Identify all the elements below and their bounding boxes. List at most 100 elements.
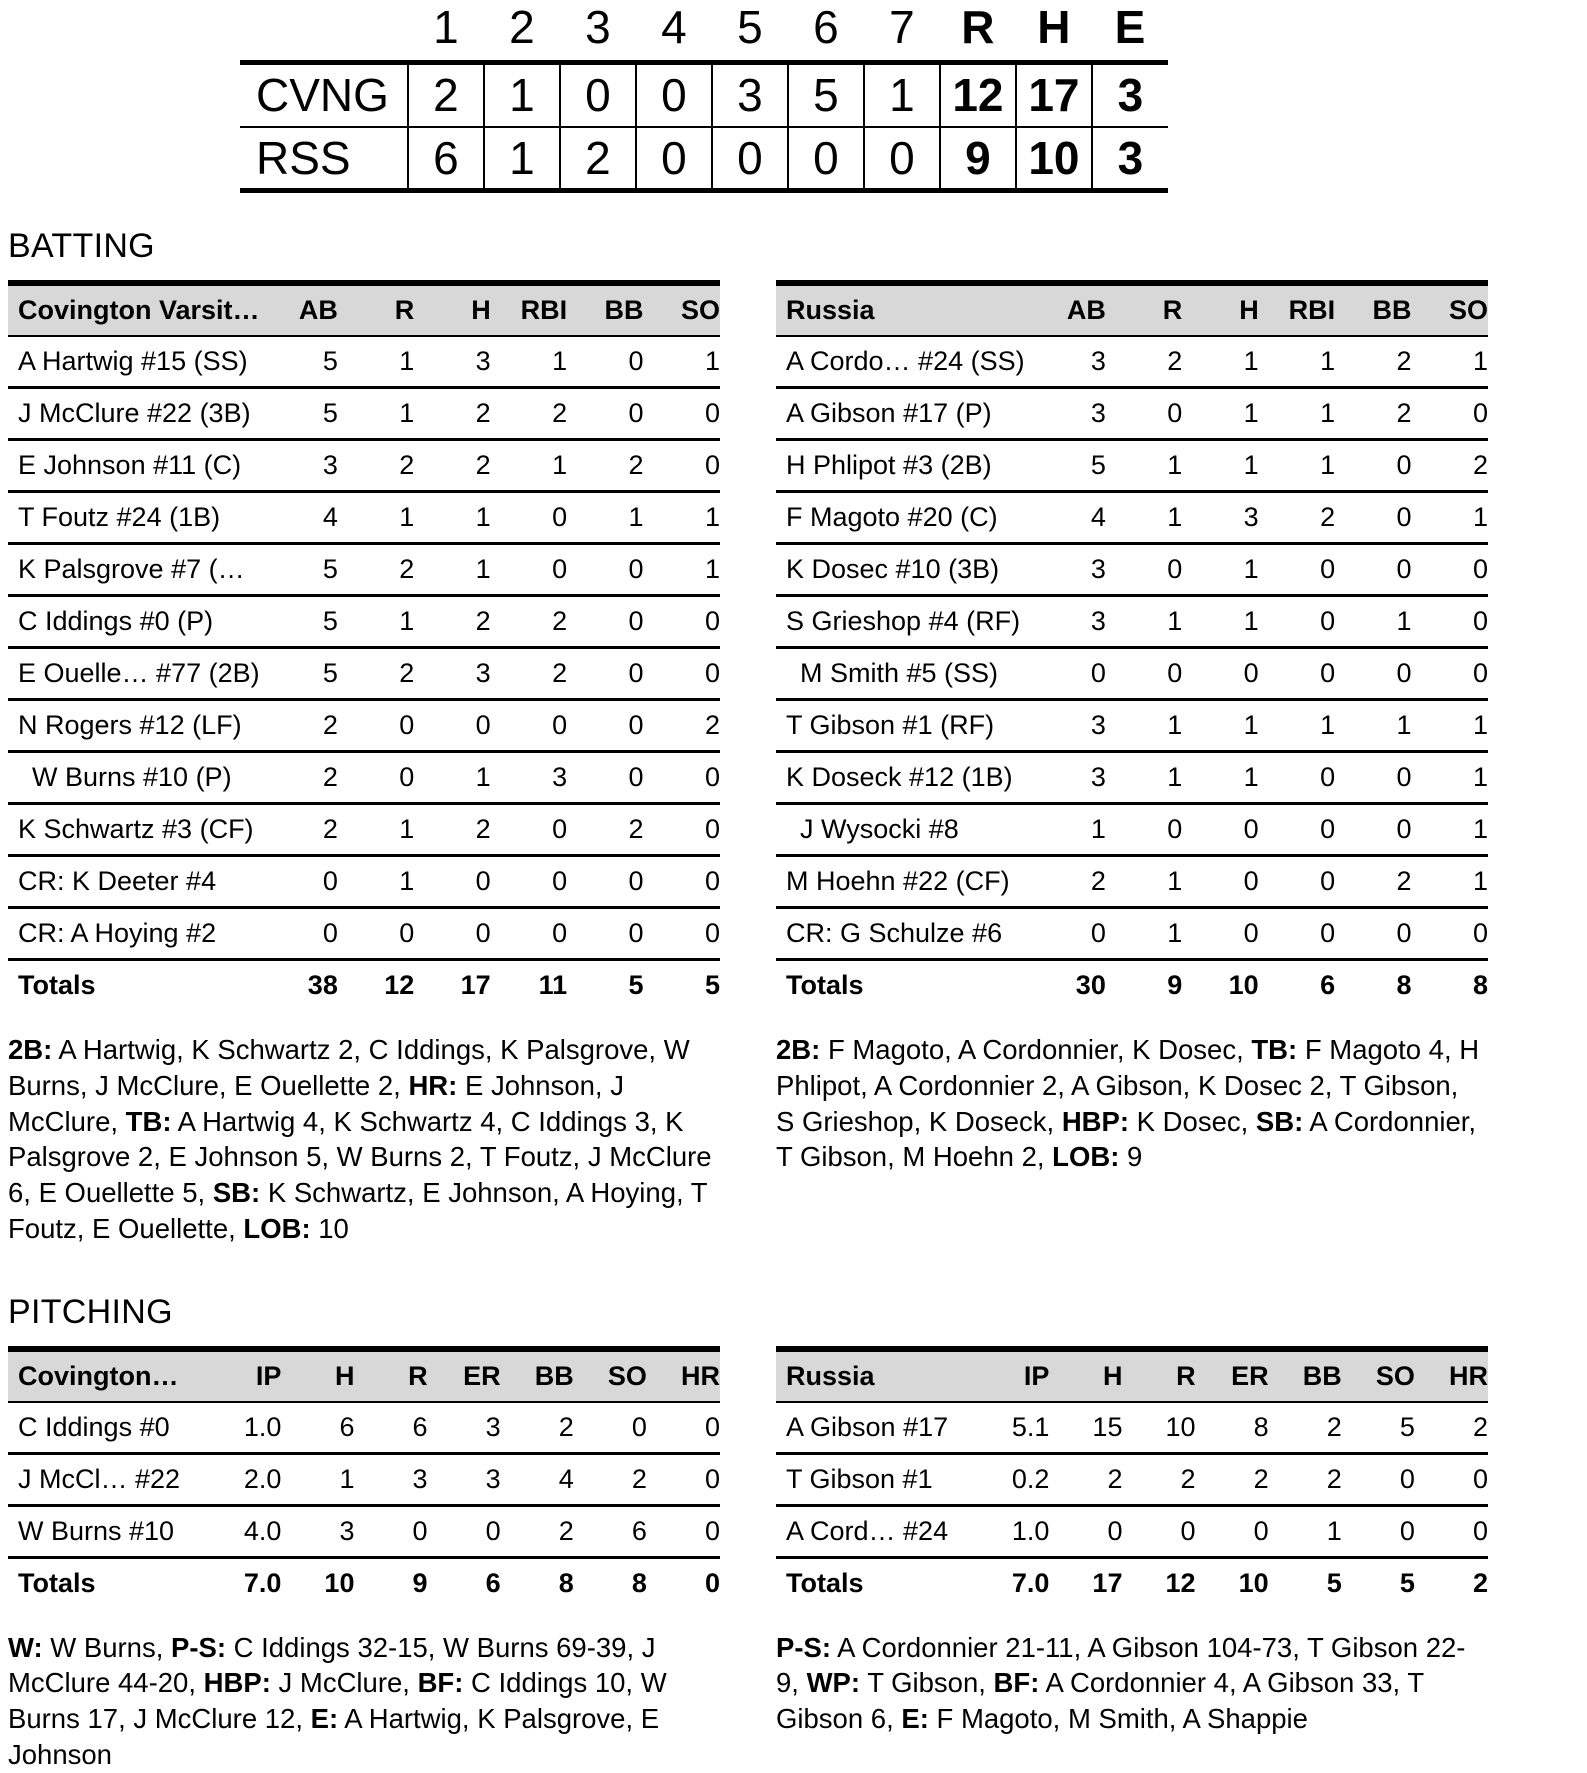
player-name[interactable]: C Iddings #0 xyxy=(8,1401,209,1455)
batting-row: T Gibson #1 (RF) 3 1 1 1 1 1 xyxy=(776,699,1488,753)
linescore-team-header xyxy=(240,0,408,63)
player-name[interactable]: E Ouelle… #77 (2B) xyxy=(8,647,262,701)
player-name[interactable]: A Cord… #24 xyxy=(776,1505,977,1559)
player-name[interactable]: A Hartwig #15 (SS) xyxy=(8,336,262,389)
player-name[interactable]: T Foutz #24 (1B) xyxy=(8,491,262,545)
stat-cell: 1 xyxy=(567,491,644,545)
stat-cell: 1 xyxy=(1182,439,1259,493)
col-header-r: R xyxy=(354,1345,428,1403)
player-name[interactable]: K Doseck #12 (1B) xyxy=(776,751,1030,805)
player-name[interactable]: W Burns #10 xyxy=(8,1505,209,1559)
player-name[interactable]: E Johnson #11 (C) xyxy=(8,439,262,493)
stat-cell: 6 xyxy=(573,1505,647,1559)
stat-cell: 0 xyxy=(1414,1505,1488,1559)
stat-cell: 0 xyxy=(1335,543,1412,597)
stat-cell: 0 xyxy=(567,855,644,909)
batting-home-team-header: Russia xyxy=(776,280,1030,337)
stat-cell: 0 xyxy=(646,1505,720,1559)
stat-cell: 3 xyxy=(261,439,338,493)
stat-cell: 2 xyxy=(1258,491,1336,545)
player-name[interactable]: H Phlipot #3 (2B) xyxy=(776,439,1030,493)
stat-cell: 0 xyxy=(1105,387,1183,441)
col-header-r: R xyxy=(1122,1345,1196,1403)
linescore-cell: 1 xyxy=(482,125,561,193)
player-name[interactable]: J McCl… #22 xyxy=(8,1453,209,1507)
stat-cell: 0 xyxy=(261,907,338,961)
totals-cell: 9 xyxy=(354,1555,428,1608)
player-name[interactable]: CR: A Hoying #2 xyxy=(8,907,262,961)
player-name[interactable]: J Wysocki #8 xyxy=(776,803,1030,857)
totals-cell: 5 xyxy=(1268,1555,1342,1608)
linescore-cell: 1 xyxy=(862,60,941,128)
stat-cell: 2 xyxy=(1029,855,1106,909)
col-header-so: SO xyxy=(1341,1345,1415,1403)
player-name[interactable]: CR: G Schulze #6 xyxy=(776,907,1030,961)
stat-cell: 2 xyxy=(1122,1453,1196,1507)
player-name[interactable]: K Palsgrove #7 (RF) xyxy=(8,543,262,597)
batting-row: W Burns #10 (P) 2 0 1 3 0 0 xyxy=(8,751,720,805)
stat-cell: 0 xyxy=(414,699,491,753)
stat-cell: 0 xyxy=(427,1505,501,1559)
linescore-inning-header-1: 1 xyxy=(433,1,459,53)
stat-cell: 2 xyxy=(1335,336,1412,389)
player-name[interactable]: CR: K Deeter #4 xyxy=(8,855,262,909)
player-name[interactable]: C Iddings #0 (P) xyxy=(8,595,262,649)
totals-row: Totals 38 12 17 11 5 5 xyxy=(8,958,720,1010)
player-name[interactable]: F Magoto #20 (C) xyxy=(776,491,1030,545)
stat-cell: 2 xyxy=(1105,336,1183,389)
pitching-home-header: Russia IP H R ER BB SO HR xyxy=(776,1345,1488,1403)
stat-cell: 0 xyxy=(567,387,644,441)
col-header-hr: HR xyxy=(1414,1345,1488,1403)
stat-cell: 2 xyxy=(1411,439,1488,493)
player-name[interactable]: A Cordo… #24 (SS) xyxy=(776,336,1030,389)
stat-cell: 3 xyxy=(1029,387,1106,441)
stat-cell: 2 xyxy=(1414,1401,1488,1455)
player-name[interactable]: T Gibson #1 (RF) xyxy=(776,699,1030,753)
col-header-h: H xyxy=(1049,1345,1123,1403)
linescore-cell: 0 xyxy=(710,125,789,193)
player-name[interactable]: N Rogers #12 (LF) xyxy=(8,699,262,753)
player-name[interactable]: K Schwartz #3 (CF) xyxy=(8,803,262,857)
player-name[interactable]: M Hoehn #22 (CF) xyxy=(776,855,1030,909)
player-name[interactable]: K Dosec #10 (3B) xyxy=(776,543,1030,597)
stat-cell: 0 xyxy=(1411,595,1488,649)
stat-cell: 2 xyxy=(643,699,720,753)
player-name[interactable]: J McClure #22 (3B) xyxy=(8,387,262,441)
stat-cell: 2 xyxy=(1335,855,1412,909)
pitching-home-column: Russia IP H R ER BB SO HR A Gibson #17 5.… xyxy=(776,1345,1488,1737)
col-header-h: H xyxy=(1182,280,1259,337)
player-name[interactable]: W Burns #10 (P) xyxy=(8,751,262,805)
stat-cell: 2 xyxy=(1049,1453,1123,1507)
batting-row: E Ouelle… #77 (2B) 5 2 3 2 0 0 xyxy=(8,647,720,701)
stat-cell: 0 xyxy=(337,751,415,805)
player-name[interactable]: A Gibson #17 (P) xyxy=(776,387,1030,441)
batting-row: T Foutz #24 (1B) 4 1 1 0 1 1 xyxy=(8,491,720,545)
linescore-row-home: RSS 6 1 2 0 0 0 0 9 10 3 xyxy=(240,125,1168,193)
player-name[interactable]: A Gibson #17 xyxy=(776,1401,977,1455)
pitching-section-title: PITCHING xyxy=(8,1292,173,1331)
player-name[interactable]: T Gibson #1 xyxy=(776,1453,977,1507)
batting-row: CR: K Deeter #4 0 1 0 0 0 0 xyxy=(8,855,720,909)
stat-cell: 2.0 xyxy=(208,1453,282,1507)
pitching-away-notes: W: W Burns, P-S: C Iddings 32-15, W Burn… xyxy=(8,1631,667,1770)
player-name[interactable]: M Smith #5 (SS) xyxy=(776,647,1030,701)
stat-cell: 15 xyxy=(1049,1401,1123,1455)
player-name[interactable]: S Grieshop #4 (RF) xyxy=(776,595,1030,649)
stat-cell: 2 xyxy=(414,439,491,493)
stat-cell: 0 xyxy=(261,855,338,909)
stat-cell: 2 xyxy=(414,387,491,441)
stat-cell: 0 xyxy=(1105,543,1183,597)
pitching-away-column: Covington… IP H R ER BB SO HR C Iddings … xyxy=(8,1345,720,1773)
totals-cell: 5 xyxy=(1341,1555,1415,1608)
stat-cell: 4.0 xyxy=(208,1505,282,1559)
batting-row: F Magoto #20 (C) 4 1 3 2 0 1 xyxy=(776,491,1488,545)
stat-cell: 0 xyxy=(1258,855,1336,909)
stat-cell: 0 xyxy=(1411,543,1488,597)
stat-cell: 4 xyxy=(1029,491,1106,545)
stat-cell: 6 xyxy=(354,1401,428,1455)
stat-cell: 0 xyxy=(1182,855,1259,909)
stat-cell: 0 xyxy=(643,751,720,805)
stat-cell: 8 xyxy=(1195,1401,1269,1455)
totals-cell: 17 xyxy=(1049,1555,1123,1608)
totals-cell: 6 xyxy=(427,1555,501,1608)
